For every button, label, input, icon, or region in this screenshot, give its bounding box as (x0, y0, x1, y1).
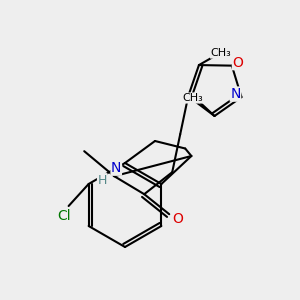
Text: N: N (230, 87, 241, 101)
Text: O: O (232, 56, 243, 70)
Text: CH₃: CH₃ (211, 48, 231, 58)
Text: O: O (172, 212, 183, 226)
Text: N: N (111, 161, 122, 175)
Text: CH₃: CH₃ (182, 93, 203, 103)
Text: Cl: Cl (57, 209, 70, 223)
Text: H: H (98, 174, 107, 187)
